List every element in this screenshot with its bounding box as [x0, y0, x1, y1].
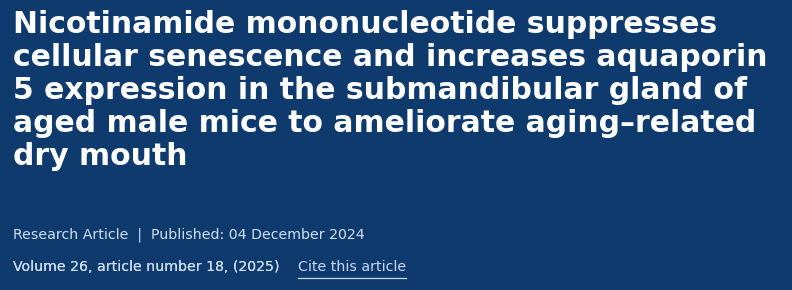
- Text: Nicotinamide mononucleotide suppresses
cellular senescence and increases aquapor: Nicotinamide mononucleotide suppresses c…: [13, 10, 767, 171]
- Text: Cite this article: Cite this article: [298, 260, 406, 274]
- Text: Research Article  |  Published: 04 December 2024: Research Article | Published: 04 Decembe…: [13, 228, 365, 242]
- Text: Volume 26, article number 18, (2025): Volume 26, article number 18, (2025): [13, 260, 298, 274]
- Text: Volume 26, article number 18, (2025): Volume 26, article number 18, (2025): [13, 260, 298, 274]
